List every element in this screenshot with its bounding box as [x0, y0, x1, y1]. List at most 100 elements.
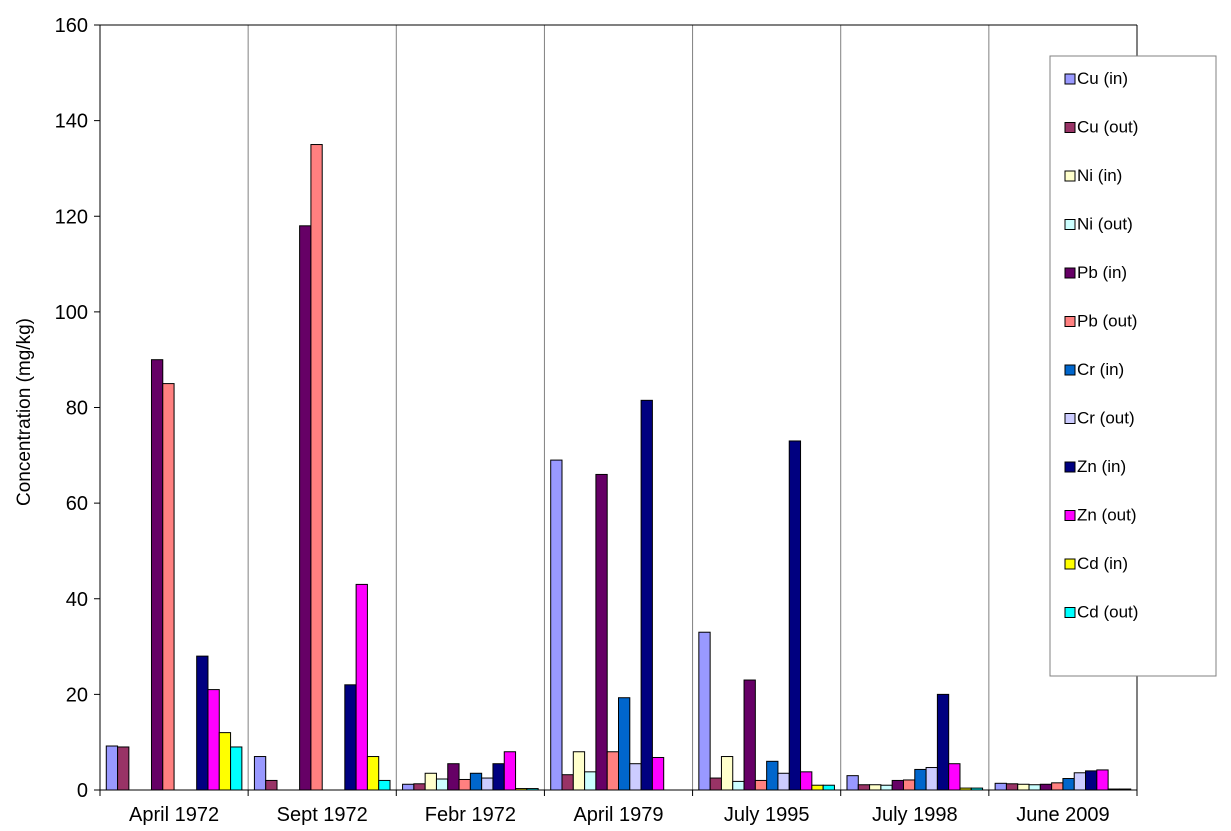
x-category-label: April 1979	[573, 804, 663, 826]
bar	[618, 697, 631, 791]
bar	[105, 745, 119, 791]
bar	[561, 774, 574, 791]
bar	[1005, 783, 1019, 791]
y-tick-label: 60	[66, 493, 88, 515]
legend-entry-label: Cd (out)	[1077, 603, 1138, 622]
bar	[481, 777, 494, 791]
legend-entry-label: Cr (out)	[1077, 409, 1135, 428]
bar	[402, 783, 415, 791]
legend-entry-label: Zn (in)	[1077, 457, 1126, 476]
bar	[857, 784, 871, 791]
bar	[1085, 770, 1098, 791]
y-axis-title: Concentration (mg/kg)	[14, 318, 35, 506]
legend-swatch	[1064, 122, 1076, 133]
legend-entry-label: Pb (in)	[1077, 263, 1127, 282]
bar	[469, 772, 483, 791]
bar	[651, 756, 665, 791]
legend-swatch	[1064, 607, 1076, 618]
x-category-label: July 1998	[872, 804, 958, 826]
y-tick-label: 80	[66, 398, 88, 420]
legend-entry-label: Pb (out)	[1077, 312, 1137, 331]
legend-entry-label: Zn (out)	[1077, 506, 1137, 525]
bar	[299, 225, 312, 791]
y-tick-label: 40	[66, 589, 88, 611]
bar	[994, 782, 1007, 791]
bar	[1051, 782, 1064, 791]
legend-swatch	[1064, 219, 1076, 230]
bar	[355, 583, 368, 791]
x-ticks: April 1972 Sept 1972 Febr 1972 April 1979 Ju…	[99, 790, 1138, 826]
bar	[207, 689, 220, 791]
legend-swatch	[1064, 510, 1076, 521]
bar	[584, 771, 597, 791]
bar	[1073, 772, 1087, 791]
y-tick-label: 100	[55, 302, 88, 324]
bar	[572, 751, 586, 791]
bar	[265, 779, 278, 791]
bar	[743, 679, 756, 791]
bar	[310, 144, 323, 791]
bar	[378, 779, 391, 791]
bar	[1028, 784, 1041, 791]
bar	[344, 684, 357, 791]
bar	[869, 784, 882, 791]
bar	[366, 756, 380, 791]
legend-entry-label: Cu (out)	[1077, 118, 1138, 137]
gridlines	[247, 25, 990, 790]
y-tick-label: 0	[77, 780, 88, 802]
bar	[550, 459, 563, 791]
bar	[447, 763, 460, 791]
bar	[503, 751, 517, 791]
legend-swatch	[1064, 558, 1076, 570]
y-tick-label: 140	[55, 111, 88, 133]
y-tick-label: 120	[55, 206, 88, 228]
bar	[595, 473, 608, 791]
bar	[1039, 783, 1053, 791]
bar	[925, 767, 938, 791]
bar	[914, 768, 927, 791]
bar	[880, 784, 893, 791]
y-ticks: 0 20 40 60 80 100 120 140 160	[55, 15, 100, 802]
legend-entry-label: Cr (in)	[1077, 360, 1124, 379]
bar	[891, 779, 904, 791]
bar	[902, 779, 916, 791]
bar	[458, 778, 471, 791]
bar	[777, 772, 790, 791]
bar	[640, 399, 653, 791]
y-tick-label: 160	[55, 15, 88, 37]
legend-entry-label: Ni (in)	[1077, 166, 1122, 185]
bar	[788, 440, 802, 791]
legend-entry-label: Ni (out)	[1077, 215, 1133, 234]
legend-swatch	[1064, 73, 1076, 85]
legend-swatch	[1064, 267, 1076, 279]
bar	[196, 655, 209, 791]
bar	[218, 732, 232, 791]
legend-swatch	[1064, 316, 1076, 327]
x-category-label: Febr 1972	[425, 804, 516, 826]
x-category-label: July 1995	[724, 804, 810, 826]
legend-swatch	[1064, 461, 1076, 473]
bar	[606, 751, 620, 791]
bar	[1062, 778, 1075, 791]
legend-entry-label: Cu (in)	[1077, 69, 1128, 88]
bar	[709, 777, 722, 791]
legend-box	[1049, 55, 1217, 677]
bar	[698, 631, 711, 791]
bar	[435, 778, 449, 791]
bar	[492, 763, 505, 791]
legend-entry-label: Cd (in)	[1077, 554, 1128, 573]
bar	[811, 784, 824, 791]
bar	[629, 763, 642, 791]
y-tick-label: 20	[66, 684, 88, 706]
bar	[117, 746, 130, 791]
bar	[230, 746, 243, 791]
bar	[413, 783, 426, 791]
bar	[822, 784, 835, 791]
bar	[150, 359, 164, 791]
bar	[800, 771, 813, 791]
bar	[720, 756, 734, 791]
legend-swatch	[1064, 364, 1076, 376]
x-category-label: June 2009	[1016, 804, 1109, 826]
